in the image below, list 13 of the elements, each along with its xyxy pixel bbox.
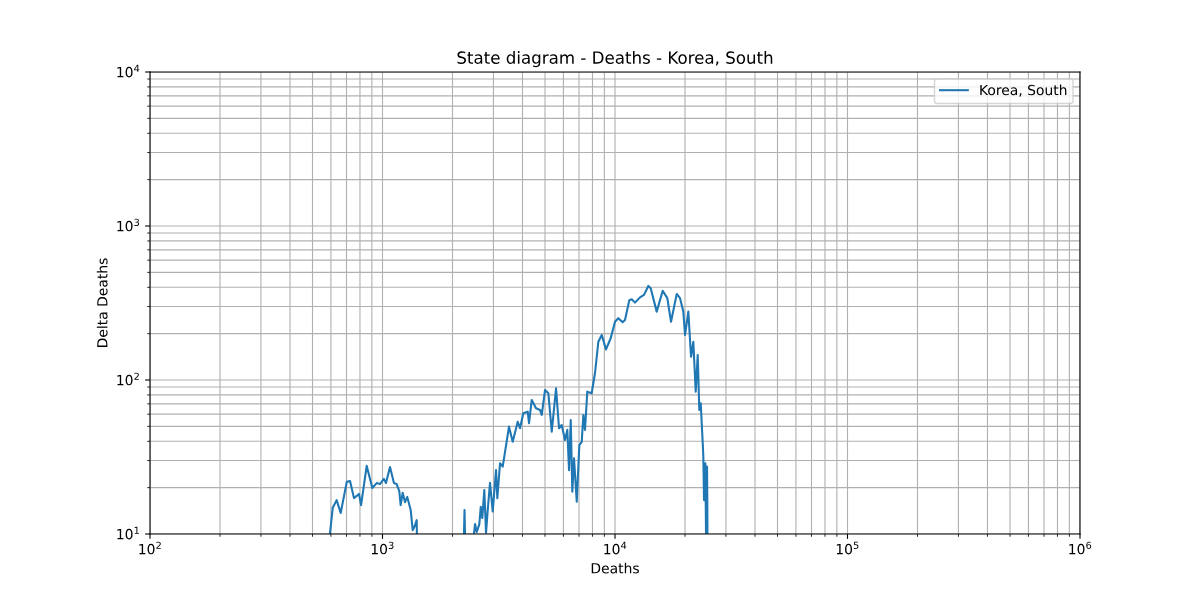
x-tick-label: 10$^{5}$	[836, 541, 859, 555]
legend-label: Korea, South	[980, 84, 1067, 97]
x-tick-label: 10$^{2}$	[139, 541, 161, 555]
y-tick-label: 10$^{1}$	[117, 526, 139, 540]
x-tick-label: 10$^{6}$	[1069, 541, 1092, 555]
y-axis-title: Delta Deaths	[96, 258, 108, 347]
y-tick-label: 10$^{4}$	[117, 64, 140, 78]
y-tick-label: 10$^{2}$	[117, 372, 139, 386]
x-tick-label: 10$^{3}$	[371, 541, 394, 555]
chart-title: State diagram - Deaths - Korea, South	[457, 51, 773, 68]
x-tick-label: 10$^{4}$	[604, 541, 627, 555]
x-axis-title: Deaths	[591, 562, 639, 574]
y-tick-label: 10$^{3}$	[117, 218, 140, 232]
